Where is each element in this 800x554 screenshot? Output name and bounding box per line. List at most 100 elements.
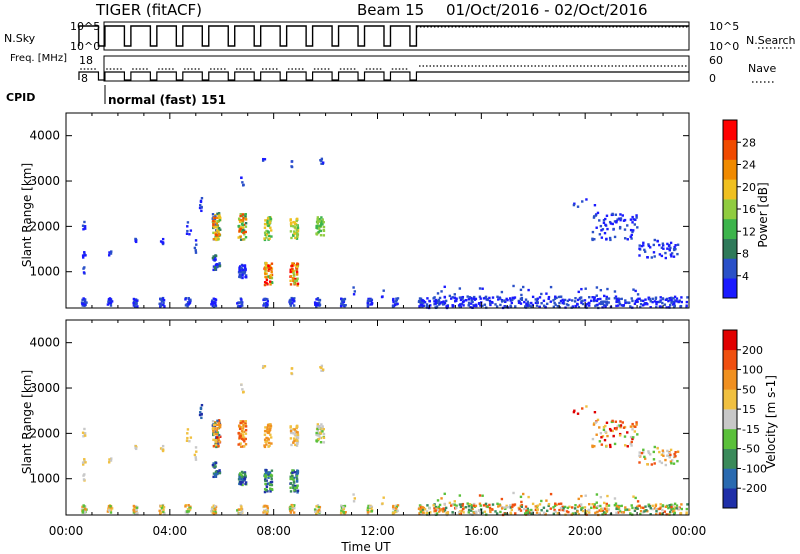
power-point [270, 235, 273, 238]
velocity-point [593, 503, 596, 506]
velocity-point [585, 405, 588, 408]
velocity-point [214, 510, 217, 514]
velocity-point [428, 507, 431, 510]
velocity-point [133, 507, 137, 511]
power-ytick-label: 2000 [29, 219, 60, 233]
velocity-point [608, 427, 612, 431]
power-point [267, 224, 270, 228]
power-point [585, 198, 588, 201]
power-point [109, 301, 113, 305]
velocity-point [241, 427, 245, 430]
power-point [669, 253, 673, 256]
power-point [669, 246, 672, 250]
power-point [419, 299, 423, 302]
velocity-point [317, 505, 320, 509]
power-point [239, 305, 242, 308]
power-point [602, 304, 606, 307]
velocity-point [295, 477, 299, 480]
velocity-point [267, 438, 270, 441]
velocity-point [449, 504, 453, 507]
velocity-point [558, 513, 562, 516]
velocity-point [417, 507, 421, 511]
velocity-point [655, 510, 658, 513]
power-point [290, 165, 293, 168]
velocity-point [635, 423, 638, 426]
velocity-ytick-label: 2000 [29, 426, 60, 440]
power-point [598, 233, 602, 236]
velocity-point [296, 439, 299, 442]
power-point [606, 287, 609, 291]
velocity-point [366, 506, 370, 510]
power-point [611, 222, 614, 226]
power-point [441, 303, 445, 306]
power-point [216, 212, 219, 216]
power-point [475, 304, 478, 308]
velocity-point [497, 505, 500, 508]
velocity-point [216, 419, 219, 423]
power-colorbar-segment [723, 120, 737, 141]
velocity-point [653, 507, 657, 510]
velocity-point [240, 429, 244, 433]
power-point [647, 243, 650, 246]
velocity-point [83, 427, 86, 431]
velocity-point [536, 507, 539, 510]
velocity-point [265, 469, 268, 472]
velocity-point [219, 423, 222, 427]
power-point [458, 296, 462, 299]
velocity-point [598, 426, 601, 429]
power-point [395, 298, 399, 302]
velocity-ytick-label: 3000 [29, 381, 60, 395]
power-point [472, 297, 476, 300]
power-point [343, 297, 347, 301]
nsky-trace [78, 25, 689, 47]
power-point [270, 229, 273, 232]
power-point [652, 251, 656, 254]
velocity-point [212, 512, 216, 515]
velocity-point [352, 500, 356, 503]
velocity-point [243, 478, 246, 481]
power-point [559, 299, 563, 303]
power-point [619, 218, 622, 222]
freq-tick-top: 18 [79, 54, 93, 67]
velocity-point [213, 423, 217, 427]
power-point [526, 304, 529, 307]
velocity-point [671, 510, 675, 513]
power-point [296, 262, 300, 266]
velocity-point [652, 458, 656, 461]
velocity-point [185, 439, 189, 442]
power-point [612, 227, 615, 231]
velocity-point [109, 508, 113, 512]
power-point [295, 231, 299, 234]
velocity-point [318, 434, 321, 437]
velocity-point [648, 453, 652, 456]
velocity-colorbar-segment [723, 369, 737, 390]
velocity-point [580, 508, 583, 512]
velocity-point [370, 506, 373, 510]
power-point [549, 285, 553, 289]
velocity-point [437, 505, 440, 509]
velocity-point [295, 435, 299, 439]
power-point [214, 301, 217, 304]
power-point [579, 296, 583, 299]
power-point [241, 270, 244, 274]
velocity-point [592, 423, 596, 426]
velocity-point [542, 506, 546, 509]
velocity-point [263, 438, 267, 441]
freq-trace [78, 65, 689, 81]
velocity-point [593, 445, 596, 448]
power-point [510, 301, 514, 305]
velocity-point [213, 504, 217, 508]
power-point [162, 303, 165, 306]
velocity-point [269, 483, 272, 486]
velocity-point [294, 443, 297, 447]
power-point [316, 218, 319, 221]
velocity-point [553, 508, 556, 512]
velocity-point [680, 507, 683, 511]
power-point [651, 297, 654, 301]
velocity-point [653, 462, 656, 465]
power-point [241, 184, 245, 187]
power-point [269, 276, 272, 279]
power-point [653, 238, 656, 242]
power-point [674, 247, 677, 251]
power-point [108, 302, 111, 305]
